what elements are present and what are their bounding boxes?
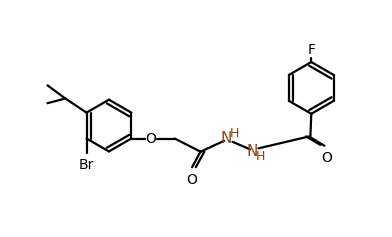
Text: N: N <box>247 144 258 159</box>
Text: H: H <box>230 127 240 140</box>
Text: Br: Br <box>79 158 94 172</box>
Text: O: O <box>146 132 156 146</box>
Text: F: F <box>307 43 315 57</box>
Text: O: O <box>321 151 332 165</box>
Text: N: N <box>221 131 232 146</box>
Text: H: H <box>256 150 265 163</box>
Text: O: O <box>187 173 198 187</box>
